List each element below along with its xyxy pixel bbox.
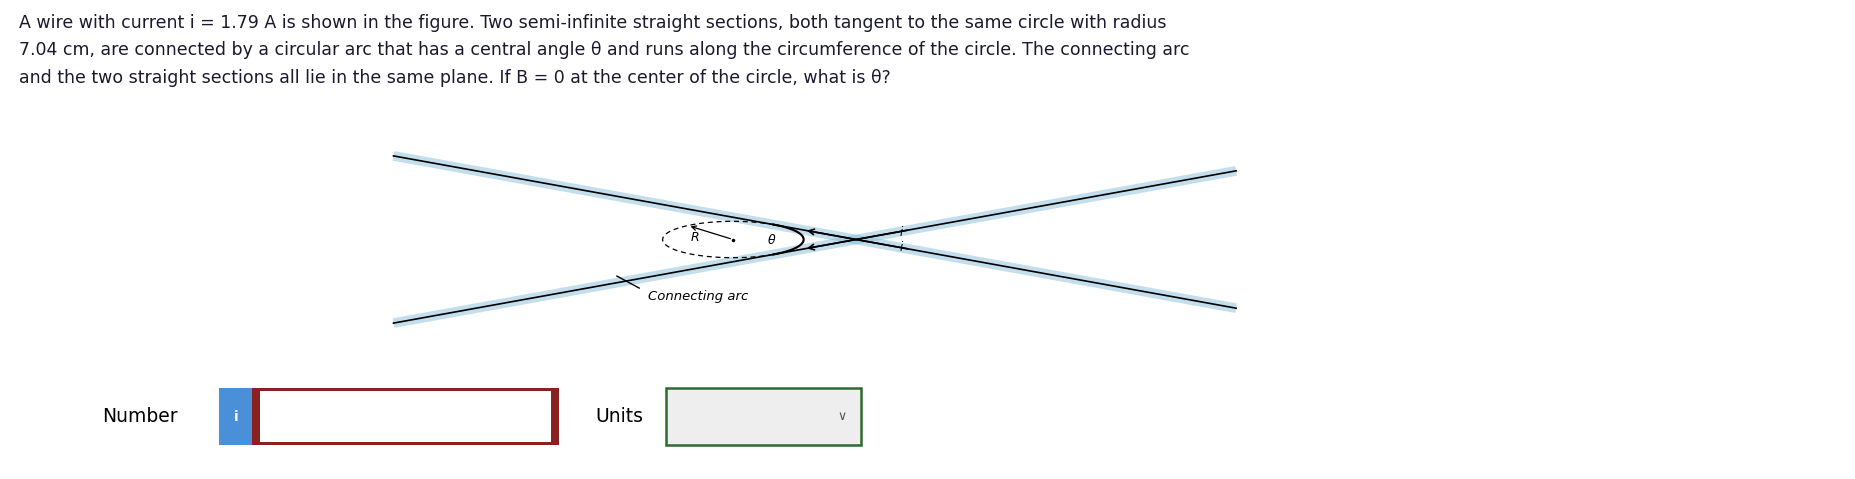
FancyBboxPatch shape	[252, 388, 558, 445]
Text: $\theta$: $\theta$	[766, 232, 775, 247]
Text: Number: Number	[102, 407, 178, 426]
FancyBboxPatch shape	[260, 391, 551, 442]
FancyBboxPatch shape	[219, 388, 252, 445]
Text: $i$: $i$	[898, 225, 903, 239]
Text: A wire with current i = 1.79 A is shown in the figure. Two semi-infinite straigh: A wire with current i = 1.79 A is shown …	[19, 14, 1189, 87]
Text: ∨: ∨	[837, 410, 846, 423]
FancyBboxPatch shape	[666, 388, 861, 445]
Text: Units: Units	[595, 407, 644, 426]
Text: i: i	[234, 410, 237, 424]
Text: Connecting arc: Connecting arc	[647, 290, 748, 304]
Text: $R$: $R$	[690, 231, 699, 244]
Text: $i$: $i$	[898, 240, 903, 254]
